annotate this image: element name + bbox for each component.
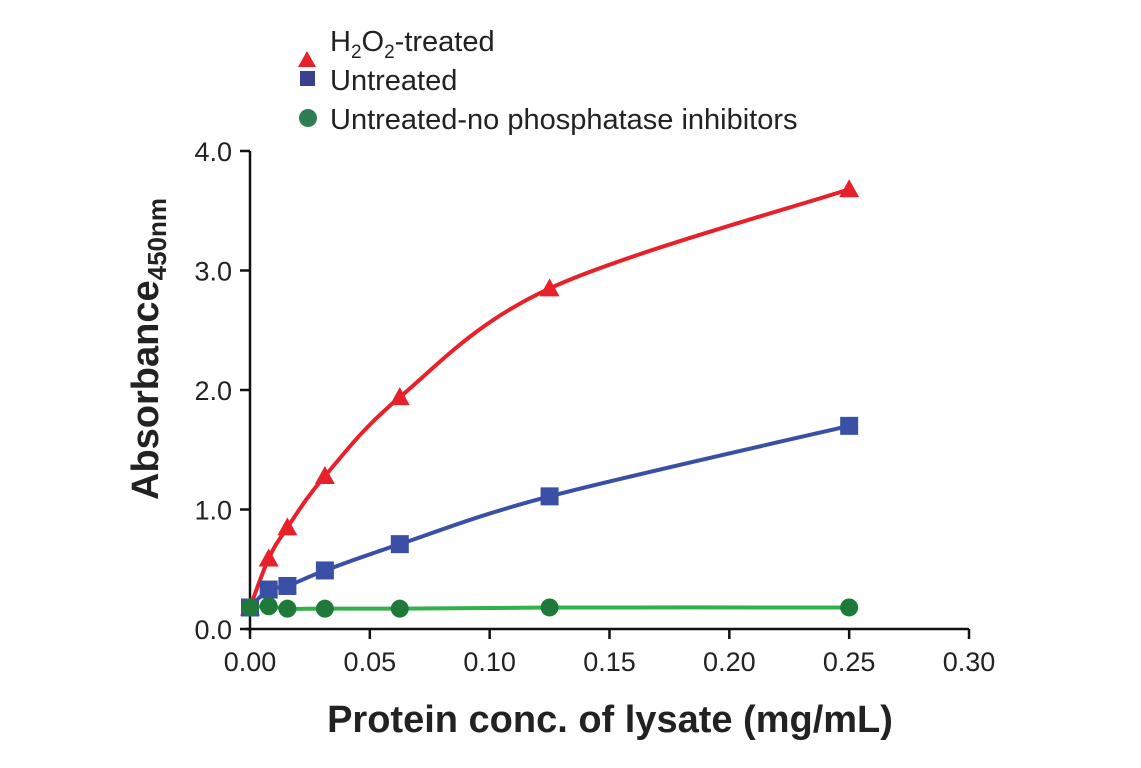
data-point-untreated-no-phosphatase-inhibitors xyxy=(540,598,559,617)
x-tick-label: 0.15 xyxy=(583,647,636,677)
y-tick-label: 4.0 xyxy=(194,137,232,167)
data-point-untreated-no-phosphatase-inhibitors xyxy=(259,597,278,616)
data-point-untreated-no-phosphatase-inhibitors xyxy=(840,598,859,617)
data-point-h2o2-treated xyxy=(539,278,560,297)
data-point-untreated xyxy=(840,416,859,435)
x-tick-label: 0.00 xyxy=(224,647,277,677)
data-point-h2o2-treated xyxy=(839,179,860,198)
data-point-untreated xyxy=(259,580,278,599)
series-line-untreated xyxy=(248,423,850,609)
data-point-untreated xyxy=(390,535,409,554)
y-tick-label: 1.0 xyxy=(194,496,232,526)
x-tick-label: 0.10 xyxy=(463,647,516,677)
data-point-untreated xyxy=(278,576,297,595)
data-point-untreated-no-phosphatase-inhibitors xyxy=(241,598,259,617)
legend-label-no-inhibitors: Untreated-no phosphatase inhibitors xyxy=(330,104,798,136)
legend-label-untreated: Untreated xyxy=(330,65,457,97)
legend: H2O2-treated Untreated Untreated-no phos… xyxy=(298,26,798,136)
data-point-untreated xyxy=(315,561,334,580)
y-tick-label: 2.0 xyxy=(194,376,232,406)
x-tick-label: 0.05 xyxy=(344,647,397,677)
data-point-h2o2-treated xyxy=(258,548,279,567)
y-tick-label: 0.0 xyxy=(194,615,232,645)
data-point-untreated-no-phosphatase-inhibitors xyxy=(278,599,297,618)
legend-marker-untreated xyxy=(300,71,315,86)
legend-marker-no-inhibitors xyxy=(299,109,317,127)
y-tick-label: 3.0 xyxy=(194,257,232,287)
y-axis-label: Absorbance450nm xyxy=(125,198,172,500)
data-point-h2o2-treated xyxy=(389,387,410,406)
axes: 0.00 0.05 0.10 0.15 0.20 0.25 0.30 0.0 1.0 2.0 3.0… xyxy=(194,137,995,677)
data-point-untreated-no-phosphatase-inhibitors xyxy=(390,599,409,618)
data-point-h2o2-treated xyxy=(314,466,335,485)
legend-label-h2o2: H2O2-treated xyxy=(330,26,495,63)
series-line-h2o2-treated xyxy=(248,187,850,609)
series-group xyxy=(240,179,860,618)
x-tick-label: 0.30 xyxy=(943,647,996,677)
data-point-untreated xyxy=(540,487,559,506)
data-point-h2o2-treated xyxy=(277,517,298,536)
data-point-untreated-no-phosphatase-inhibitors xyxy=(315,599,334,618)
x-tick-label: 0.20 xyxy=(703,647,756,677)
x-tick-label: 0.25 xyxy=(823,647,876,677)
x-axis-label: Protein conc. of lysate (mg/mL) xyxy=(327,699,893,741)
legend-marker-h2o2 xyxy=(298,51,316,67)
